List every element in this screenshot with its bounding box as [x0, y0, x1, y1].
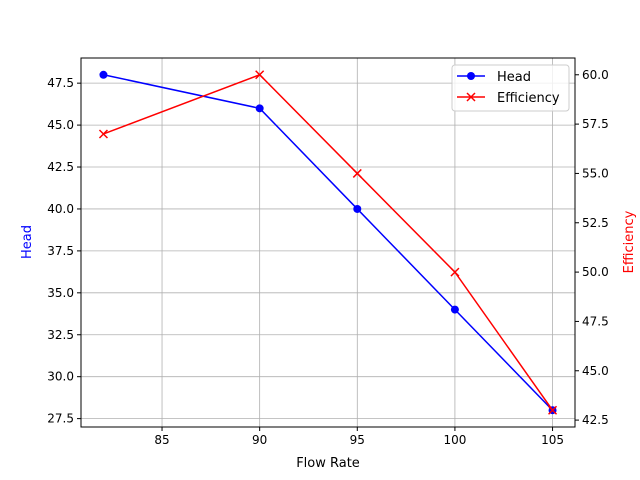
right-y-tick-label: 60.0 — [582, 68, 609, 82]
left-y-tick-label: 47.5 — [47, 76, 74, 90]
data-point-efficiency — [450, 267, 460, 277]
x-tick-label: 105 — [541, 433, 564, 447]
x-tick-label: 100 — [443, 433, 466, 447]
left-y-tick-label: 27.5 — [47, 412, 74, 426]
x-tick-label: 95 — [350, 433, 365, 447]
right-y-tick-label: 42.5 — [582, 413, 609, 427]
data-point-efficiency — [548, 405, 558, 415]
right-y-tick-label: 55.0 — [582, 166, 609, 180]
left-y-tick-label: 30.0 — [47, 370, 74, 384]
series-layer — [98, 70, 558, 415]
left-axis-label: Head — [20, 225, 35, 259]
legend-efficiency-label: Efficiency — [497, 91, 560, 106]
right-y-tick-label: 52.5 — [582, 216, 609, 230]
data-point-head — [255, 104, 264, 113]
data-point-efficiency — [255, 70, 265, 80]
left-y-tick-label: 37.5 — [47, 244, 74, 258]
right-axis-label: Efficiency — [622, 210, 637, 273]
left-y-tick-label: 32.5 — [47, 328, 74, 342]
ticks: 85 90 95 100 105 27.5 30.0 32.5 35.0 37.5 40.0 42.5… — [47, 68, 608, 447]
left-y-tick-label: 40.0 — [47, 202, 74, 216]
right-y-tick-label: 47.5 — [582, 314, 609, 328]
data-point-efficiency — [98, 129, 108, 139]
legend-efficiency-marker — [466, 92, 476, 102]
x-tick-label: 90 — [252, 433, 267, 447]
x-axis-label: Flow Rate — [296, 456, 360, 471]
data-point-head — [353, 204, 362, 213]
data-point-efficiency — [352, 168, 362, 178]
left-y-tick-label: 45.0 — [47, 118, 74, 132]
legend-head-marker — [467, 72, 475, 80]
right-y-tick-label: 57.5 — [582, 117, 609, 131]
data-point-head — [99, 70, 108, 79]
data-point-head — [450, 305, 459, 314]
right-y-tick-label: 50.0 — [582, 265, 609, 279]
plot-frame — [80, 57, 576, 428]
legend-head-label: Head — [497, 70, 531, 85]
left-y-tick-label: 42.5 — [47, 160, 74, 174]
x-tick-label: 85 — [154, 433, 169, 447]
left-y-tick-label: 35.0 — [47, 286, 74, 300]
grid — [81, 58, 575, 427]
right-y-tick-label: 45.0 — [582, 364, 609, 378]
legend: Head Efficiency — [451, 64, 570, 112]
